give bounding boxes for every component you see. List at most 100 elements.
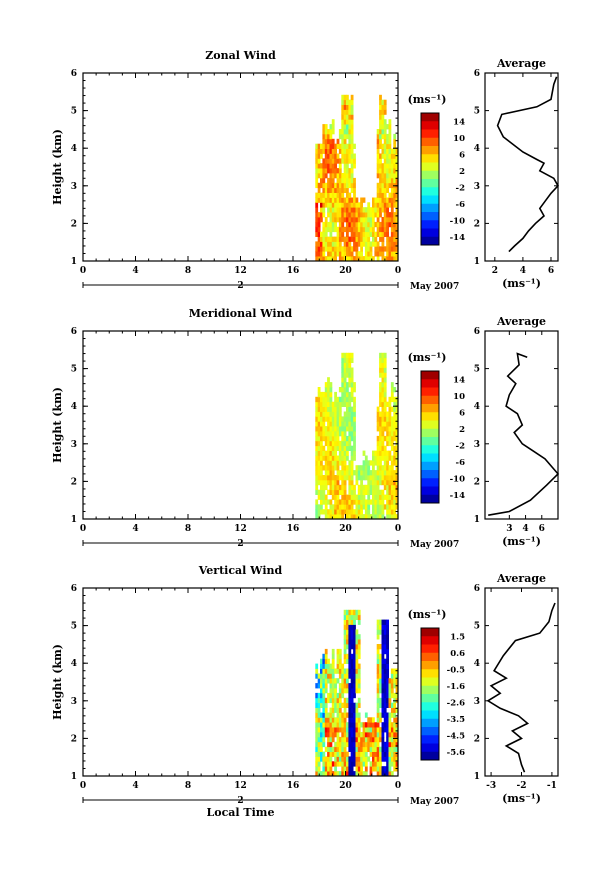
heatmap-cell [353, 212, 356, 218]
heatmap-cell [322, 673, 326, 679]
heatmap-cell [386, 668, 389, 674]
heatmap-cell [383, 124, 387, 130]
heatmap-cell [381, 217, 385, 223]
heatmap-cell [327, 479, 330, 486]
heatmap-cell [329, 431, 333, 437]
heatmap-cell [327, 712, 330, 718]
heatmap-cell [383, 727, 387, 733]
heatmap-cell [381, 148, 385, 154]
heatmap-cell [353, 692, 356, 699]
heatmap-cell [367, 504, 371, 510]
heatmap-cell [381, 722, 385, 728]
heatmap-cell [324, 435, 328, 442]
heatmap-cell [381, 707, 385, 713]
heatmap-cell [357, 494, 361, 500]
heatmap-cell [327, 163, 330, 169]
heatmap-cell [327, 509, 330, 515]
heatmap-cell [353, 732, 356, 738]
heatmap-cell [369, 727, 373, 733]
heatmap-cell [329, 382, 333, 388]
heatmap-cell [376, 158, 380, 164]
heatmap-cell [317, 489, 321, 495]
colorbar-segment [421, 710, 439, 720]
heatmap-cell [376, 702, 380, 708]
heatmap-cell [353, 221, 356, 228]
heatmap-cell [334, 722, 337, 728]
heatmap-cell [348, 406, 352, 412]
heatmap-cell [386, 207, 389, 213]
heatmap-cell [374, 450, 378, 456]
heatmap-cell [327, 499, 330, 505]
heatmap-cell [350, 435, 354, 442]
heatmap-cell [393, 411, 397, 417]
heatmap-cell [388, 741, 392, 748]
heatmap-cell [338, 727, 342, 733]
heatmap-cell [372, 475, 375, 481]
heatmap-cell [360, 479, 363, 486]
heatmap-cell [353, 741, 356, 748]
heatmap-cell [360, 484, 363, 491]
heatmap-cell [386, 732, 389, 738]
heatmap-cell [357, 712, 361, 718]
heatmap-cell [393, 470, 397, 476]
heatmap-cell [376, 138, 380, 145]
heatmap-cell [346, 226, 349, 233]
heatmap-cell [386, 702, 389, 708]
heatmap-cell [343, 727, 347, 733]
heatmap-cell [324, 683, 328, 689]
heatmap-cell [388, 746, 392, 752]
heatmap-cell [379, 717, 382, 723]
heatmap-cell [360, 766, 363, 772]
heatmap-cell [393, 197, 397, 203]
heatmap-cell [390, 668, 394, 674]
heatmap-cell [322, 732, 326, 738]
heatmap-cell [350, 231, 354, 237]
heatmap-cell [355, 207, 359, 213]
heatmap-cell [350, 673, 354, 679]
heatmap-cell [322, 401, 326, 407]
heatmap-cell [334, 678, 337, 684]
heatmap-cell [315, 163, 319, 169]
heatmap-cell [348, 221, 352, 228]
heatmap-cell [334, 475, 337, 481]
heatmap-cell [355, 241, 359, 247]
heatmap-cell [390, 251, 394, 257]
heatmap-cell [346, 241, 349, 247]
heatmap-cell [346, 217, 349, 223]
heatmap-cell [322, 717, 326, 723]
heatmap-cell [327, 465, 330, 471]
heatmap-cell [367, 475, 371, 481]
heatmap-cell [341, 391, 345, 398]
profile-y-tick-label: 6 [474, 327, 480, 337]
heatmap-cell [388, 761, 392, 767]
heatmap-cell [329, 421, 333, 427]
heatmap-cell [353, 736, 356, 743]
heatmap-cell [355, 712, 359, 718]
heatmap-cell [348, 396, 352, 403]
heatmap-cell [357, 236, 361, 242]
heatmap-cell [334, 143, 337, 149]
heatmap-cell [341, 732, 345, 738]
heatmap-cell [334, 479, 337, 486]
heatmap-cell [336, 431, 340, 437]
heatmap-cell [357, 702, 361, 708]
heatmap-cell [348, 692, 352, 699]
heatmap-cell [324, 455, 328, 461]
heatmap-cell [322, 124, 326, 130]
heatmap-cell [343, 644, 347, 650]
colorbar-tick-label: -3.5 [447, 715, 465, 725]
heatmap-cell [341, 231, 345, 237]
heatmap-cell [341, 678, 345, 684]
colorbar-segment [421, 470, 439, 479]
heatmap-cell [362, 475, 366, 481]
heatmap-cell [353, 416, 356, 422]
heatmap-cell [324, 256, 328, 262]
heatmap-cell [346, 475, 349, 481]
heatmap-cell [383, 692, 387, 699]
heatmap-cell [341, 202, 345, 208]
heatmap-cell [327, 396, 330, 403]
heatmap-cell [329, 460, 333, 466]
profile-y-tick-label: 5 [474, 622, 480, 632]
heatmap-cell [327, 197, 330, 203]
heatmap-cell [360, 509, 363, 515]
